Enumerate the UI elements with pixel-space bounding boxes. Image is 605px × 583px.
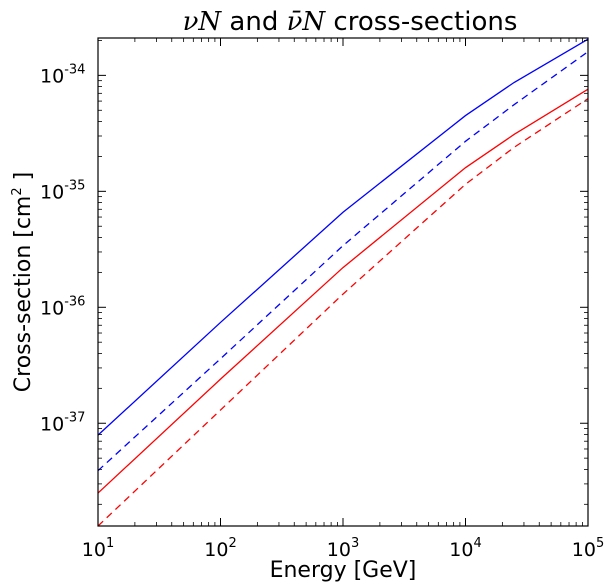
plot-series-group <box>97 38 589 527</box>
y-tick-label: 10-34 <box>40 62 85 87</box>
x-tick-label-base: 10 <box>204 539 228 561</box>
title-nu-math: νN <box>183 7 223 37</box>
plot-frame <box>97 37 589 527</box>
chart-title: νN and ν̄N cross-sections <box>183 7 518 37</box>
series-line-3 <box>97 88 589 494</box>
y-tick-label-base: 10 <box>40 413 64 435</box>
title-nubar-math: ν̄N <box>287 7 327 37</box>
y-axis-label: Cross-section [cm2 ] <box>10 172 36 392</box>
x-tick-label: 104 <box>449 536 481 561</box>
series-line-1 <box>97 38 589 436</box>
x-tick-label: 101 <box>82 536 114 561</box>
y-tick-label-base: 10 <box>40 65 64 87</box>
y-tick-label: 10-36 <box>40 294 85 319</box>
y-tick-label-base: 10 <box>40 181 64 203</box>
title-and-text: and <box>221 7 286 37</box>
y-tick-label-exponent: -35 <box>64 178 85 193</box>
x-tick-label-exponent: 3 <box>351 536 359 551</box>
x-tick-label: 103 <box>327 536 359 561</box>
y-axis-label-superscript: 2 <box>10 187 25 195</box>
y-tick-label-base: 10 <box>40 297 64 319</box>
x-tick-label: 105 <box>572 536 604 561</box>
title-rest-text: cross-sections <box>325 7 517 37</box>
y-tick-label: 10-37 <box>40 410 85 435</box>
series-line-2 <box>97 51 589 472</box>
y-axis-label-main: Cross-section [cm <box>11 196 36 393</box>
x-tick-label-exponent: 5 <box>596 536 604 551</box>
y-tick-label: 10-35 <box>40 178 85 203</box>
x-tick-label-exponent: 4 <box>473 536 481 551</box>
x-tick-label-exponent: 1 <box>106 536 114 551</box>
y-axis-label-close: ] <box>11 172 36 188</box>
x-tick-label-base: 10 <box>82 539 106 561</box>
x-tick-label-base: 10 <box>449 539 473 561</box>
y-tick-label-exponent: -36 <box>64 294 85 309</box>
x-tick-label-base: 10 <box>327 539 351 561</box>
x-tick-label: 102 <box>204 536 236 561</box>
series-line-4 <box>97 98 589 527</box>
x-axis-label: Energy [GeV] <box>270 558 417 583</box>
y-tick-label-exponent: -37 <box>64 410 85 425</box>
x-tick-label-exponent: 2 <box>228 536 236 551</box>
axis-ticks-group <box>97 38 589 526</box>
y-tick-label-exponent: -34 <box>64 62 85 77</box>
x-tick-label-base: 10 <box>572 539 596 561</box>
